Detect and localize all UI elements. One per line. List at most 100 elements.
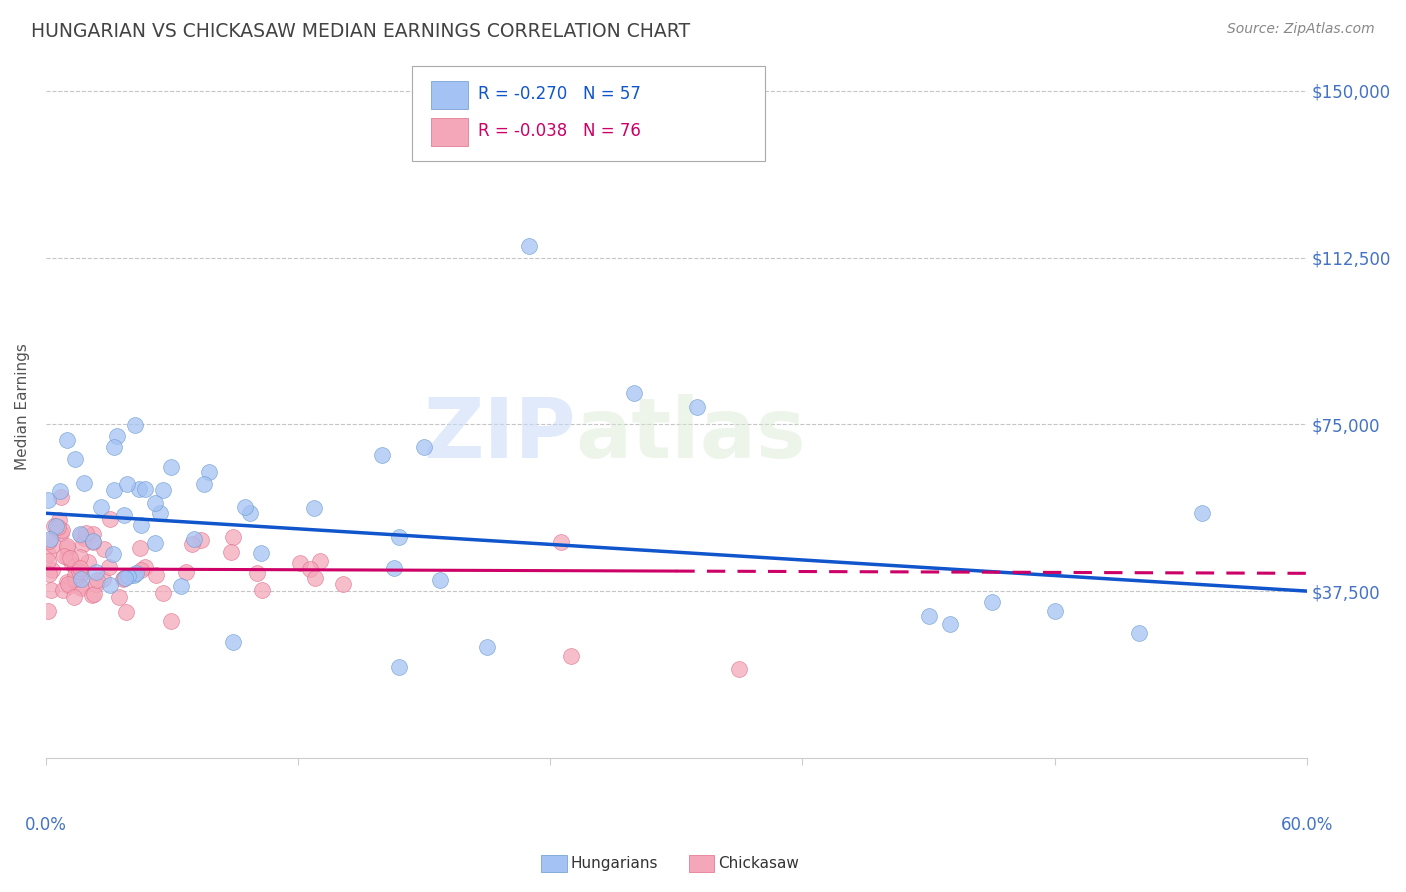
FancyBboxPatch shape <box>430 118 468 145</box>
Point <box>1191 506 1213 520</box>
Point <box>623 386 645 401</box>
Point <box>38 532 60 546</box>
Point <box>413 440 436 454</box>
Point <box>103 483 125 497</box>
Point <box>152 483 174 497</box>
Point <box>69 526 91 541</box>
Point <box>145 568 167 582</box>
Point <box>62 590 84 604</box>
Point <box>388 530 411 544</box>
Point <box>128 483 150 497</box>
FancyBboxPatch shape <box>412 66 765 161</box>
Point <box>112 572 135 586</box>
Point <box>176 565 198 579</box>
Point <box>129 563 152 577</box>
Point <box>246 566 269 580</box>
Point <box>117 569 139 583</box>
Point <box>84 565 107 579</box>
Point <box>48 513 70 527</box>
Point <box>239 507 262 521</box>
Point <box>134 559 156 574</box>
Point <box>90 500 112 514</box>
Point <box>70 572 93 586</box>
Point <box>101 547 124 561</box>
Point <box>143 535 166 549</box>
Point <box>70 582 93 596</box>
Point <box>82 534 104 549</box>
Text: ZIP: ZIP <box>423 394 575 475</box>
Point <box>728 662 751 676</box>
Point <box>38 567 60 582</box>
Point <box>42 518 65 533</box>
Point <box>1043 604 1066 618</box>
Point <box>124 417 146 432</box>
Point <box>112 571 135 585</box>
Point <box>100 512 122 526</box>
Point <box>82 534 104 549</box>
Point <box>84 576 107 591</box>
Point <box>56 575 79 590</box>
Point <box>45 519 67 533</box>
Point <box>233 500 256 514</box>
Point <box>219 545 242 559</box>
Text: Hungarians: Hungarians <box>571 856 658 871</box>
Point <box>65 451 87 466</box>
Point <box>190 533 212 547</box>
Point <box>222 635 245 649</box>
Point <box>309 554 332 568</box>
Point <box>388 660 411 674</box>
Point <box>114 571 136 585</box>
Point <box>73 531 96 545</box>
Point <box>131 517 153 532</box>
Point <box>56 550 79 565</box>
Point <box>72 537 94 551</box>
Point <box>143 496 166 510</box>
Point <box>98 560 121 574</box>
Point <box>63 572 86 586</box>
Point <box>70 567 93 582</box>
Point <box>41 563 63 577</box>
Point <box>103 440 125 454</box>
Point <box>160 459 183 474</box>
Point <box>37 547 59 561</box>
Point <box>115 477 138 491</box>
Text: Source: ZipAtlas.com: Source: ZipAtlas.com <box>1227 22 1375 37</box>
Point <box>938 617 960 632</box>
Point <box>108 590 131 604</box>
Point <box>69 561 91 575</box>
Point <box>73 475 96 490</box>
Point <box>46 520 69 534</box>
Point <box>917 608 939 623</box>
Point <box>59 550 82 565</box>
Point <box>517 239 540 253</box>
Point <box>384 560 406 574</box>
Point <box>63 558 86 573</box>
Point <box>77 555 100 569</box>
Point <box>53 549 76 563</box>
Point <box>83 587 105 601</box>
Point <box>49 490 72 504</box>
Point <box>38 534 60 549</box>
Point <box>56 433 79 447</box>
Point <box>193 477 215 491</box>
Point <box>128 541 150 556</box>
Point <box>170 579 193 593</box>
Point <box>63 567 86 582</box>
Point <box>105 429 128 443</box>
Point <box>67 570 90 584</box>
Point <box>115 605 138 619</box>
Text: 0.0%: 0.0% <box>25 815 67 834</box>
Point <box>56 539 79 553</box>
Text: atlas: atlas <box>575 394 806 475</box>
Point <box>52 583 75 598</box>
Point <box>197 466 219 480</box>
Point <box>98 578 121 592</box>
Text: R = -0.270   N = 57: R = -0.270 N = 57 <box>478 86 641 103</box>
Point <box>298 562 321 576</box>
Point <box>560 648 582 663</box>
Point <box>252 583 274 598</box>
Point <box>475 640 498 654</box>
Point <box>42 538 65 552</box>
Point <box>134 482 156 496</box>
Point <box>82 526 104 541</box>
